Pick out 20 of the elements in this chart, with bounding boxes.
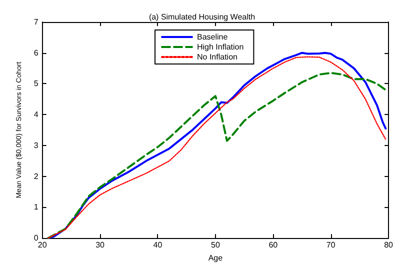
x-tick-label: 80 bbox=[384, 240, 394, 250]
y-tick-label: 3 bbox=[34, 140, 39, 150]
x-tick-label: 70 bbox=[326, 240, 336, 250]
y-tick-label: 6 bbox=[34, 48, 39, 58]
y-tick-label: 7 bbox=[34, 18, 39, 26]
x-tick-label: 30 bbox=[96, 240, 106, 250]
legend-label: High Inflation bbox=[197, 42, 244, 52]
chart-title: (a) Simulated Housing Wealth bbox=[148, 12, 256, 22]
y-tick-label: 2 bbox=[34, 172, 39, 181]
legend-label: Baseline bbox=[197, 32, 228, 42]
y-tick-label: 1 bbox=[34, 202, 39, 212]
x-tick-label: 50 bbox=[210, 240, 220, 250]
y-tick-label: 0 bbox=[34, 234, 39, 243]
y-tick-label: 4 bbox=[34, 110, 39, 120]
x-tick-label: 60 bbox=[268, 240, 278, 250]
x-tick-label: 40 bbox=[153, 240, 163, 250]
y-tick-label: 5 bbox=[34, 79, 39, 88]
x-axis-title: Age bbox=[208, 254, 224, 262]
legend-label: No Inflation bbox=[197, 52, 238, 62]
x-tick-label: 20 bbox=[38, 240, 48, 250]
